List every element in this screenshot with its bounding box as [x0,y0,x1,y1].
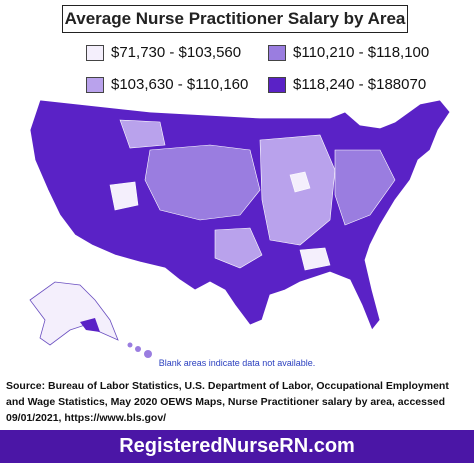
legend-swatch [86,76,104,93]
legend-item: $71,730 - $103,560 [86,44,241,61]
alaska-region [80,318,100,332]
legend-label: $103,630 - $110,160 [111,76,249,93]
alaska [29,281,119,346]
legend-label: $71,730 - $103,560 [111,44,242,61]
legend-label: $110,210 - $118,100 [293,44,430,61]
legend-label: $118,240 - $188070 [293,76,427,93]
legend-item: $110,210 - $118,100 [268,44,429,61]
map [29,99,451,358]
legend-swatch [268,44,286,61]
region-patch [289,171,311,193]
title: Average Nurse Practitioner Salary by Are… [62,5,408,33]
legend-swatch [268,76,286,93]
legend-swatch [86,44,104,61]
legend-item: $118,240 - $188070 [268,76,426,93]
region-patch [334,149,396,226]
legend-item: $103,630 - $110,160 [86,76,248,93]
region-patch [109,181,139,211]
region-patch [214,227,263,269]
note: Blank areas indicate data not available. [158,358,316,368]
source: Source: Bureau of Labor Statistics, U.S.… [6,380,449,424]
hawaii [127,342,133,348]
hawaii [144,350,152,358]
footer: RegisteredNurseRN.com [0,430,474,463]
region-patch [144,144,261,221]
hawaii [135,346,141,352]
region-patch [299,247,331,271]
region-patch [119,119,166,149]
